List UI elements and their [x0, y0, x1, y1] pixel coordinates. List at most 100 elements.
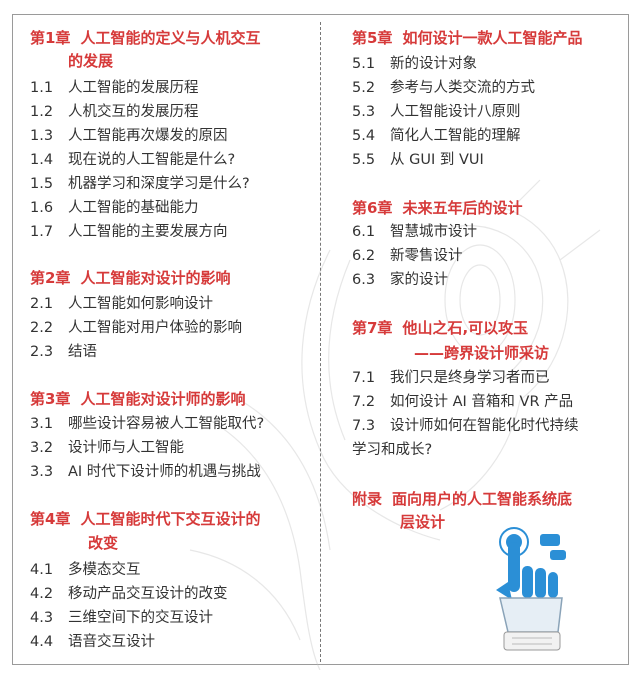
robot-sketch-background — [189, 179, 601, 670]
chapter-title-cont: 层设计 — [400, 511, 445, 534]
toc-item: 3.1 哪些设计容易被人工智能取代? — [30, 413, 264, 435]
item-number: 3.1 — [30, 416, 54, 432]
item-number: 5.3 — [352, 104, 376, 120]
toc-item: 5.1 新的设计对象 — [352, 53, 477, 75]
item-number: 6.2 — [352, 248, 376, 264]
item-number: 7.3 — [352, 418, 376, 434]
item-number: 6.1 — [352, 224, 376, 240]
item-text: 人工智能的发展历程 — [68, 80, 199, 96]
item-text: 机器学习和深度学习是什么? — [68, 176, 250, 192]
chapter-heading: 附录 面向用户的人工智能系统底 — [352, 488, 572, 511]
chapter-title: 人工智能时代下交互设计的 — [80, 510, 261, 528]
item-text: 人工智能对用户体验的影响 — [68, 320, 242, 336]
item-text: 现在说的人工智能是什么? — [68, 152, 236, 168]
item-text: 家的设计 — [390, 272, 448, 288]
chapter-title: 他山之石,可以攻玉 — [402, 319, 529, 337]
column-divider — [320, 22, 321, 662]
item-text: 人工智能如何影响设计 — [68, 296, 213, 312]
chapter-heading: 第5章 如何设计一款人工智能产品 — [352, 27, 582, 50]
item-number: 5.5 — [352, 152, 376, 168]
chapter-title-cont: 的发展 — [68, 50, 113, 73]
item-text: 新零售设计 — [390, 248, 463, 264]
chapter-number: 第3章 — [30, 390, 71, 408]
toc-item: 2.1 人工智能如何影响设计 — [30, 293, 213, 315]
toc-item: 1.5 机器学习和深度学习是什么? — [30, 173, 250, 195]
item-number: 1.7 — [30, 224, 54, 240]
item-number: 4.3 — [30, 610, 54, 626]
chapter-heading: 第2章 人工智能对设计的影响 — [30, 267, 230, 290]
item-number: 5.2 — [352, 80, 376, 96]
item-text: 如何设计 AI 音箱和 VR 产品 — [390, 394, 574, 410]
item-text: 智慧城市设计 — [390, 224, 477, 240]
chapter-number: 第7章 — [352, 319, 393, 337]
toc-item: 6.2 新零售设计 — [352, 245, 463, 267]
item-text: 我们只是终身学习者而已 — [390, 370, 550, 386]
toc-item: 4.4 语音交互设计 — [30, 631, 155, 653]
chapter-title-cont: ——跨界设计师采访 — [414, 342, 549, 365]
toc-item: 7.1 我们只是终身学习者而已 — [352, 367, 550, 389]
toc-item: 7.2 如何设计 AI 音箱和 VR 产品 — [352, 391, 573, 413]
item-number: 2.1 — [30, 296, 54, 312]
chapter-title: 如何设计一款人工智能产品 — [402, 29, 583, 47]
item-number: 4.2 — [30, 586, 54, 602]
chapter-heading: 第4章 人工智能时代下交互设计的 — [30, 508, 260, 531]
item-number: 3.3 — [30, 464, 54, 480]
item-text: 语音交互设计 — [68, 634, 155, 650]
item-number: 1.2 — [30, 104, 54, 120]
chapter-title-cont-text: ——跨界设计师采访 — [414, 344, 550, 362]
chapter-heading: 第3章 人工智能对设计师的影响 — [30, 388, 245, 411]
chapter-number: 第5章 — [352, 29, 393, 47]
item-number: 7.2 — [352, 394, 376, 410]
item-text: 结语 — [68, 344, 97, 360]
toc-item: 1.7 人工智能的主要发展方向 — [30, 221, 228, 243]
item-text: 简化人工智能的理解 — [390, 128, 521, 144]
toc-item-cont: 学习和成长? — [352, 442, 433, 458]
item-text: 从 GUI 到 VUI — [390, 152, 484, 168]
item-text: 设计师与人工智能 — [68, 440, 184, 456]
chapter-number: 第2章 — [30, 269, 71, 287]
toc-item: 1.6 人工智能的基础能力 — [30, 197, 199, 219]
chapter-heading: 第1章 人工智能的定义与人机交互 — [30, 27, 260, 50]
chapter-title: 人工智能对设计师的影响 — [80, 390, 246, 408]
toc-item: 6.1 智慧城市设计 — [352, 221, 477, 243]
chapter-title-cont-text: 层设计 — [400, 513, 446, 531]
toc-item: 3.2 设计师与人工智能 — [30, 437, 184, 459]
toc-item: 5.3 人工智能设计八原则 — [352, 101, 521, 123]
toc-item: 2.3 结语 — [30, 341, 97, 363]
chapter-number: 第1章 — [30, 29, 71, 47]
toc-item: 1.1 人工智能的发展历程 — [30, 77, 199, 99]
item-number: 6.3 — [352, 272, 376, 288]
hand-touch-icon — [496, 527, 566, 651]
item-text: 哪些设计容易被人工智能取代? — [68, 416, 265, 432]
toc-item: 1.2 人机交互的发展历程 — [30, 101, 199, 123]
toc-item: 2.2 人工智能对用户体验的影响 — [30, 317, 242, 339]
item-text: 人机交互的发展历程 — [68, 104, 199, 120]
item-number: 1.1 — [30, 80, 54, 96]
item-text: 人工智能的基础能力 — [68, 200, 199, 216]
item-number: 1.3 — [30, 128, 54, 144]
toc-item: 4.2 移动产品交互设计的改变 — [30, 583, 228, 605]
item-text: 人工智能再次爆发的原因 — [68, 128, 228, 144]
item-number: 7.1 — [352, 370, 376, 386]
item-text: 新的设计对象 — [390, 56, 477, 72]
item-number: 5.4 — [352, 128, 376, 144]
chapter-number: 第6章 — [352, 199, 393, 217]
item-number: 2.3 — [30, 344, 54, 360]
item-text: 人工智能的主要发展方向 — [68, 224, 228, 240]
item-text: AI 时代下设计师的机遇与挑战 — [68, 464, 261, 480]
chapter-title: 人工智能的定义与人机交互 — [80, 29, 261, 47]
toc-item: 5.2 参考与人类交流的方式 — [352, 77, 535, 99]
toc-item: 4.3 三维空间下的交互设计 — [30, 607, 213, 629]
chapter-heading: 第7章 他山之石,可以攻玉 — [352, 317, 528, 340]
chapter-heading: 第6章 未来五年后的设计 — [352, 197, 522, 220]
toc-item: 5.4 简化人工智能的理解 — [352, 125, 521, 147]
toc-item: 4.1 多模态交互 — [30, 559, 141, 581]
item-number: 2.2 — [30, 320, 54, 336]
chapter-number: 附录 — [352, 490, 383, 508]
item-number: 4.1 — [30, 562, 54, 578]
toc-item: 5.5 从 GUI 到 VUI — [352, 149, 484, 171]
item-text: 多模态交互 — [68, 562, 141, 578]
toc-item: 1.4 现在说的人工智能是什么? — [30, 149, 235, 171]
item-number: 5.1 — [352, 56, 376, 72]
chapter-title: 面向用户的人工智能系统底 — [392, 490, 573, 508]
